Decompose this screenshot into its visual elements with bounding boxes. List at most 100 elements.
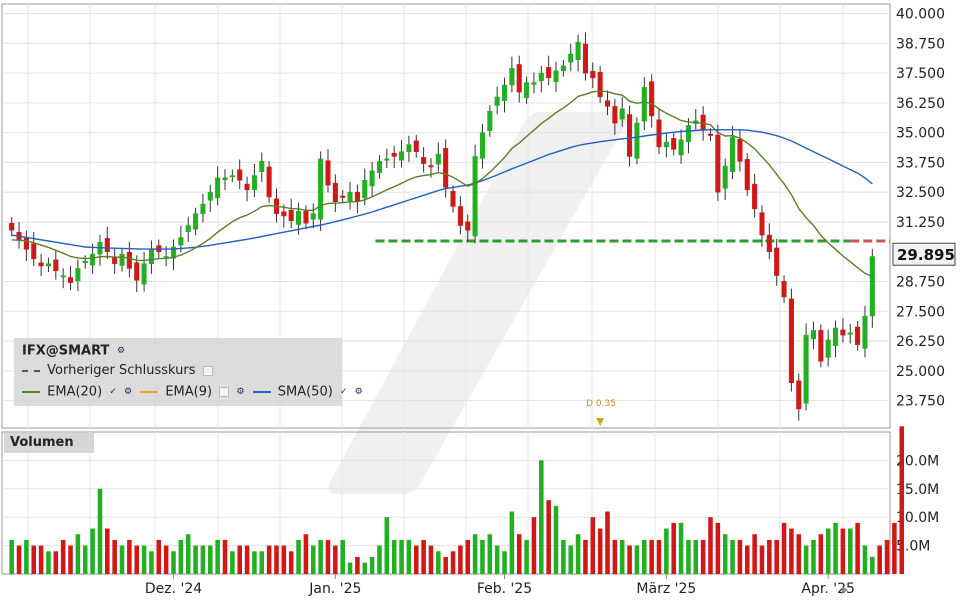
settings-icon[interactable]: ⚙ (123, 387, 133, 397)
dividend-marker-label: D 0.35 (586, 399, 616, 409)
candle-body (597, 71, 603, 98)
volume-bar (649, 539, 654, 574)
volume-bar (730, 539, 735, 574)
candle-body (141, 263, 147, 285)
volume-bar (686, 539, 691, 574)
candle-body (23, 237, 29, 250)
volume-bar (362, 562, 368, 574)
candle-body (237, 169, 243, 181)
volume-bar (16, 545, 22, 574)
candle-body (310, 213, 316, 220)
volume-bar (789, 528, 794, 574)
sma50-line-icon (252, 391, 271, 393)
price-tick-label: 35.000 (896, 126, 945, 142)
volume-bar (818, 534, 824, 574)
candle-body (193, 213, 199, 230)
volume-bar (377, 545, 382, 574)
volume-bar (722, 534, 728, 574)
toggle-checkbox[interactable] (202, 365, 213, 376)
candle-body (612, 106, 618, 124)
volume-bar (877, 545, 882, 574)
volume-bar (811, 539, 816, 574)
settings-icon[interactable]: ⚙ (236, 387, 245, 397)
x-tick-label: Feb. '25 (477, 581, 532, 597)
volume-bar (391, 539, 397, 574)
volume-bar (171, 551, 176, 574)
candle-body (752, 183, 758, 210)
check-icon[interactable]: ✓ (339, 387, 348, 397)
volume-bar (899, 426, 905, 574)
candle-body (296, 210, 302, 225)
volume-bar (553, 505, 559, 574)
volume-bar (252, 551, 257, 574)
candle-body (766, 234, 772, 252)
volume-bar (399, 539, 404, 574)
candle-body (318, 158, 324, 220)
candle-body (347, 191, 353, 202)
volume-bar (862, 545, 868, 574)
candle-body (53, 259, 59, 272)
price-tick-label: 36.250 (896, 96, 945, 112)
candle-body (730, 137, 736, 172)
price-tick-label: 33.750 (896, 155, 945, 171)
candle-body (465, 221, 471, 231)
candle-body (568, 53, 574, 63)
volume-bar (266, 545, 272, 574)
candle-body (185, 225, 191, 232)
volume-bar (612, 539, 618, 574)
volume-bar (583, 539, 588, 574)
candle-body (288, 210, 294, 222)
candle-body (435, 153, 441, 165)
volume-bar (369, 556, 375, 574)
candle-body (399, 151, 405, 161)
volume-bar (259, 551, 265, 574)
volume-bar (340, 539, 345, 574)
legend-symbol: IFX@SMART (22, 343, 110, 359)
legend-symbol-row: IFX@SMART ⚙ (22, 341, 125, 361)
candle-body (619, 108, 625, 120)
volume-bar (619, 539, 625, 574)
volume-bar (870, 556, 875, 574)
volume-tick-label: 10.0M (896, 510, 939, 526)
candle-body (251, 175, 257, 191)
candle-body (421, 157, 427, 164)
price-tick-label: 23.750 (896, 394, 945, 410)
volume-bar (494, 545, 500, 574)
volume-bar (428, 545, 434, 574)
check-icon[interactable]: ✓ (109, 387, 117, 397)
volume-bar (480, 539, 485, 574)
candle-body (354, 191, 360, 202)
candle-body (45, 263, 51, 267)
volume-bar (436, 551, 441, 574)
candle-body (737, 139, 743, 162)
settings-icon[interactable]: ⚙ (354, 387, 363, 397)
volume-bar (443, 556, 448, 574)
volume-bar (230, 551, 235, 574)
volume-bar (678, 522, 684, 574)
candle-body (641, 87, 647, 122)
candle-body (259, 160, 265, 172)
candle-body (31, 243, 37, 260)
candle-body (501, 84, 508, 101)
volume-bar (774, 539, 779, 574)
volume-bar (487, 534, 493, 574)
volume-bar (82, 545, 88, 574)
settings-icon[interactable]: ⚙ (116, 346, 126, 356)
candle-body (862, 315, 868, 349)
toggle-checkbox[interactable] (219, 387, 230, 397)
candle-body (634, 122, 640, 159)
volume-bar (24, 539, 29, 574)
candle-body (590, 70, 596, 79)
volume-bar (752, 534, 757, 574)
candle-body (582, 43, 588, 74)
volume-bar (700, 539, 706, 574)
candle-body (38, 262, 44, 267)
candle-body (531, 82, 537, 85)
candle-body (134, 262, 140, 281)
volume-bar (355, 556, 360, 574)
volume-bar (119, 545, 125, 574)
volume-bar (421, 539, 426, 574)
candle-body (200, 203, 206, 214)
candle-body (810, 330, 817, 340)
volume-bar (575, 534, 581, 574)
